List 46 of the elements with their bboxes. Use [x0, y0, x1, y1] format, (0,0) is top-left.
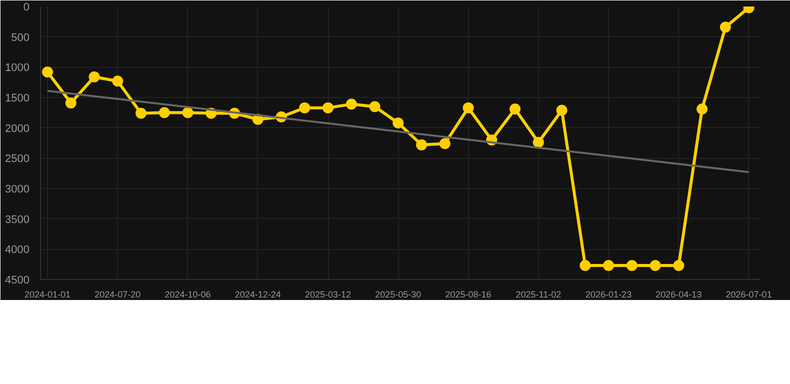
- y-tick-label: 4000: [5, 244, 30, 256]
- point: [158, 107, 170, 118]
- point: [416, 139, 428, 150]
- y-tick-label: 2000: [5, 122, 30, 135]
- point: [626, 260, 638, 272]
- point: [65, 97, 76, 108]
- x-tick-label: 2024-12-24: [234, 290, 281, 300]
- point: [462, 102, 474, 114]
- x-tick-label: 2024-01-01: [24, 290, 71, 300]
- point: [673, 260, 684, 272]
- point: [182, 107, 194, 118]
- x-tick-label: 2024-07-20: [94, 290, 141, 300]
- x-tick-label: 2026-01-23: [586, 290, 632, 300]
- point: [88, 71, 100, 82]
- x-tick-label: 2026-04-13: [656, 290, 702, 300]
- point: [42, 66, 54, 78]
- x-tick-label: 2025-11-02: [516, 290, 562, 300]
- y-tick-label: 1500: [5, 92, 30, 104]
- x-tick-label: 2025-08-16: [445, 290, 492, 300]
- point: [556, 104, 568, 116]
- y-tick-label: 4500: [5, 274, 30, 286]
- point: [299, 102, 310, 114]
- x-tick-label: 2025-03-12: [305, 290, 352, 300]
- point: [112, 76, 124, 87]
- point: [346, 98, 357, 110]
- y-tick-label: 1000: [5, 62, 30, 74]
- point: [322, 102, 334, 114]
- y-tick-label: 0: [23, 2, 30, 14]
- y-tick-label: 3500: [5, 214, 30, 226]
- y-tick-label: 3000: [5, 184, 30, 196]
- point: [136, 108, 147, 119]
- point: [580, 260, 591, 272]
- x-tick-label: 2024-10-06: [164, 290, 211, 300]
- y-tick-label: 500: [11, 32, 30, 44]
- point: [720, 22, 731, 33]
- x-tick-label: 2025-05-30: [375, 290, 422, 300]
- y-tick-label: 2500: [5, 153, 30, 166]
- point: [510, 104, 521, 115]
- point: [439, 138, 450, 150]
- point: [696, 104, 708, 115]
- point: [650, 260, 661, 272]
- point: [603, 260, 614, 272]
- point: [392, 117, 404, 128]
- point: [369, 101, 380, 112]
- x-tick-label: 2026-07-01: [726, 290, 772, 300]
- point: [532, 136, 544, 148]
